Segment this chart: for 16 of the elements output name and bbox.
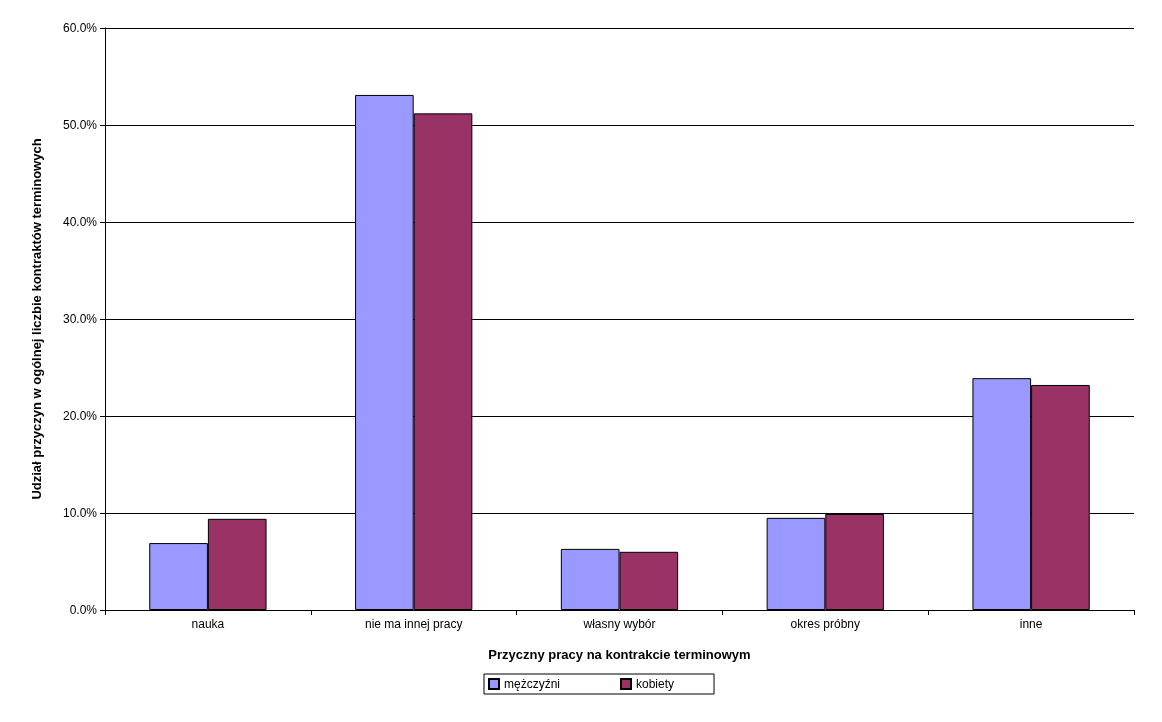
x-tick-label: własny wybór: [582, 617, 656, 631]
y-axis-title: Udział przyczyn w ogólnej liczbie kontraktów terminowych: [29, 138, 44, 500]
x-axis-title: Przyczny pracy na kontrakcie terminowym: [488, 647, 751, 662]
y-tick-label: 40.0%: [62, 215, 98, 229]
y-tick-label: 60.0%: [62, 21, 98, 35]
y-tick-label: 30.0%: [62, 312, 98, 326]
legend-label: mężczyźni: [503, 677, 560, 691]
y-tick-label: 20.0%: [62, 409, 98, 423]
x-tick-label: nie ma innej pracy: [365, 617, 463, 631]
y-tick-label: 0.0%: [69, 603, 98, 617]
legend-label: kobiety: [635, 677, 675, 691]
y-tick-label: 50.0%: [62, 118, 98, 132]
x-tick-label: nauka: [191, 617, 225, 631]
x-tick-label: inne: [1019, 617, 1043, 631]
y-tick-label: 10.0%: [62, 506, 98, 520]
x-tick-label: okres próbny: [790, 617, 860, 631]
